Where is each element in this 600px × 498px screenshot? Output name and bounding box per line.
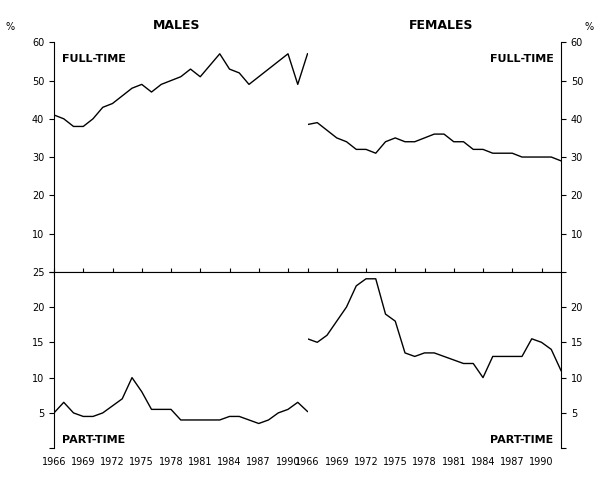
Text: FEMALES: FEMALES	[409, 19, 473, 32]
Text: PART-TIME: PART-TIME	[490, 435, 553, 445]
Text: %: %	[585, 22, 594, 32]
Text: %: %	[6, 22, 15, 32]
Text: FULL-TIME: FULL-TIME	[62, 54, 125, 64]
Text: MALES: MALES	[153, 19, 201, 32]
Text: PART-TIME: PART-TIME	[62, 435, 125, 445]
Text: FULL-TIME: FULL-TIME	[490, 54, 553, 64]
